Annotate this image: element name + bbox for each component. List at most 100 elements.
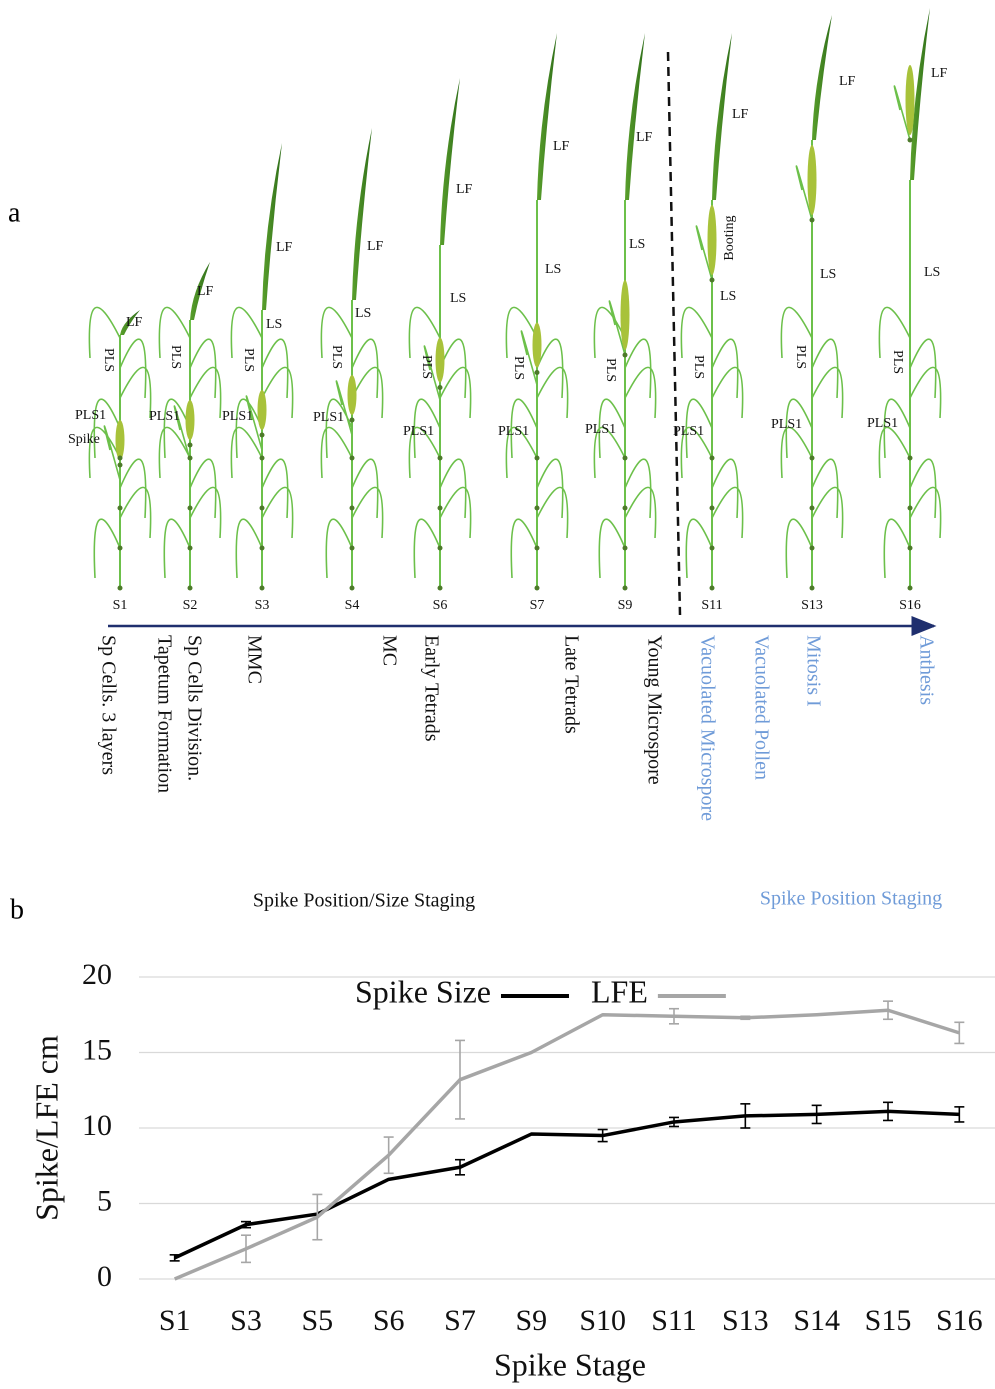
spike xyxy=(185,400,195,440)
leaf xyxy=(883,398,911,459)
error-bar xyxy=(455,1039,465,1120)
leaf xyxy=(883,518,911,579)
plant-label: LF xyxy=(553,139,570,154)
node xyxy=(437,385,443,390)
leaf xyxy=(189,338,217,399)
y-tick-label: 15 xyxy=(82,1033,112,1066)
node xyxy=(809,505,815,511)
x-tick-label: S5 xyxy=(301,1304,333,1337)
error-bar xyxy=(669,1116,679,1128)
plant-label: LS xyxy=(629,237,645,252)
divider xyxy=(666,51,682,616)
node xyxy=(709,505,715,511)
series-line xyxy=(173,1008,960,1281)
node xyxy=(809,545,815,551)
plant: LF Booting LS PLS PLS1 xyxy=(673,33,749,591)
node xyxy=(709,455,715,461)
y-axis-label: Spike/LFE cm xyxy=(28,1035,64,1221)
leaf xyxy=(909,458,937,519)
leaf xyxy=(119,458,147,519)
node xyxy=(809,585,815,591)
leaf xyxy=(608,300,626,356)
caption: Spike Position/Size Staging xyxy=(253,890,475,912)
error-bar xyxy=(883,1101,893,1122)
error-bar xyxy=(883,1000,893,1021)
node xyxy=(259,505,265,511)
spike xyxy=(435,337,445,383)
plant-label: LF xyxy=(367,239,384,254)
caption: Spike Position Staging xyxy=(760,888,942,910)
leaf xyxy=(173,405,191,461)
leaf xyxy=(536,338,564,399)
phase-label: Tapetum Formation xyxy=(153,635,175,793)
plant-label: PLS1 xyxy=(585,422,616,437)
leaf xyxy=(878,306,911,359)
error-bar xyxy=(954,1106,965,1123)
leaf xyxy=(351,458,379,519)
spike xyxy=(620,280,630,350)
phase-label: Mitosis I xyxy=(802,635,824,707)
plant-label: PLS xyxy=(419,355,434,379)
phase-label: Vacuolated Pollen xyxy=(750,635,772,780)
x-tick-label: S9 xyxy=(515,1304,547,1337)
plant: LF LS PLS PLS1 xyxy=(222,143,294,591)
node xyxy=(349,455,355,461)
leaf xyxy=(408,306,441,359)
plant-label: PLS xyxy=(890,350,905,374)
leaf xyxy=(680,306,713,359)
node xyxy=(259,455,265,461)
x-axis-label: Spike Stage xyxy=(494,1346,646,1382)
leaf xyxy=(811,458,839,519)
leaf xyxy=(163,398,191,459)
plant-label: PLS xyxy=(793,345,808,369)
spike xyxy=(905,65,915,135)
phase-label: Early Tetrads xyxy=(420,635,442,742)
plant-label: LF xyxy=(839,74,856,89)
node xyxy=(622,352,628,358)
plant: LF PLS PLS1 Spike xyxy=(68,306,152,591)
leaf xyxy=(624,458,652,519)
x-tick-label: S1 xyxy=(159,1304,191,1337)
node xyxy=(534,545,540,551)
flag-leaf xyxy=(120,310,140,335)
phase-label: Late Tetrads xyxy=(560,635,582,734)
leaf xyxy=(413,518,441,579)
plant-label: LS xyxy=(545,262,561,277)
node xyxy=(709,585,715,591)
node xyxy=(259,585,265,591)
leaf xyxy=(93,398,121,459)
leaf xyxy=(711,338,739,399)
flag-leaf xyxy=(440,78,460,245)
plant-label: PLS1 xyxy=(75,408,106,423)
leaf xyxy=(685,398,713,459)
phase-label: Anthesis xyxy=(915,635,937,705)
node xyxy=(437,455,443,461)
node xyxy=(187,545,193,551)
node xyxy=(349,417,355,423)
node xyxy=(622,545,628,551)
error-bar xyxy=(597,1128,608,1143)
flag-leaf xyxy=(537,33,557,200)
flag-leaf xyxy=(625,33,645,200)
plant-label: PLS xyxy=(101,348,116,372)
node xyxy=(709,545,715,551)
plant-label: Booting xyxy=(722,215,737,260)
node xyxy=(117,585,123,591)
stage-label: S1 xyxy=(113,598,128,613)
node xyxy=(907,137,913,143)
error-bar xyxy=(811,1104,822,1125)
node xyxy=(534,585,540,591)
x-tick-label: S3 xyxy=(230,1304,262,1337)
plant-label: PLS1 xyxy=(313,410,344,425)
legend-label: LFE xyxy=(591,973,648,1009)
plant-label: LS xyxy=(266,317,282,332)
node xyxy=(907,545,913,551)
leaf xyxy=(780,306,813,359)
plant-label: LF xyxy=(197,284,214,299)
error-bar xyxy=(669,1007,679,1025)
stage-label: S4 xyxy=(345,598,360,613)
error-bar xyxy=(740,1103,751,1129)
node xyxy=(907,585,913,591)
x-tick-label: S13 xyxy=(722,1304,769,1337)
